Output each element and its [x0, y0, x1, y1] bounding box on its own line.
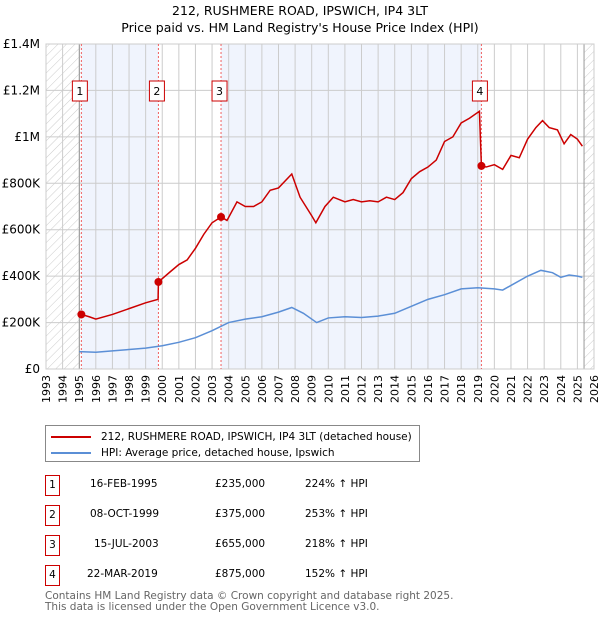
x-tick-label: 2023 [538, 375, 551, 403]
y-tick-label: £1.2M [3, 83, 40, 97]
y-tick-label: £600K [2, 223, 42, 237]
sale-date: 08-OCT-1999 [90, 508, 159, 520]
sale-point [154, 277, 163, 286]
footer-copyright: Contains HM Land Registry data © Crown c… [45, 590, 454, 602]
x-tick-label: 1999 [140, 375, 153, 403]
x-tick-label: 2001 [173, 375, 186, 403]
y-tick-label: £800K [2, 176, 42, 190]
y-tick-label: £200K [2, 316, 42, 330]
x-tick-label: 2025 [571, 375, 584, 403]
plot-frame [45, 43, 595, 370]
sale-number-badge: 1 [45, 475, 60, 496]
sale-label-number: 3 [216, 85, 223, 98]
x-tick-label: 2021 [505, 375, 518, 403]
x-tick-label: 2002 [189, 375, 202, 403]
sale-date: 16-FEB-1995 [90, 478, 158, 490]
x-tick-label: 2012 [356, 375, 369, 403]
x-tick-label: 2026 [588, 375, 600, 403]
x-tick-label: 2015 [405, 375, 418, 403]
post-data-hatch [584, 44, 594, 369]
x-tick-label: 2018 [455, 375, 468, 403]
x-tick-label: 1997 [106, 375, 119, 403]
sale-price: £375,000 [215, 508, 266, 520]
x-tick-label: 2000 [156, 375, 169, 403]
y-tick-label: £1.4M [3, 37, 40, 51]
sale-label-box [471, 80, 488, 102]
sale-point [477, 161, 486, 170]
price-chart: 1993 1994 1995 1996 1997 1998 1999 2000 2001 2002… [2, 37, 600, 403]
x-tick-label: 2010 [322, 375, 335, 403]
sale-hpi-change: 224% ↑ HPI [305, 478, 368, 490]
sale-point [217, 212, 226, 221]
sale-point [77, 310, 86, 319]
footer-licence: This data is licensed under the Open Gov… [45, 601, 380, 613]
x-tick-label: 2003 [206, 375, 219, 403]
shade-period-1 [81, 44, 159, 369]
x-tick-label: 2011 [339, 375, 352, 403]
sale-label-box [71, 80, 88, 102]
legend-item-property: 212, RUSHMERE ROAD, IPSWICH, IP4 3LT (de… [51, 431, 412, 443]
sale-date: 22-MAR-2019 [87, 568, 158, 580]
sale-number-badge: 3 [45, 535, 60, 556]
x-tick-label: 2009 [306, 375, 319, 403]
sale-number-badge: 4 [45, 565, 60, 586]
x-tick-label: 2008 [289, 375, 302, 403]
sale-label-number: 2 [153, 85, 160, 98]
y-tick-label: £1M [14, 130, 40, 144]
x-tick-label: 2020 [488, 375, 501, 403]
legend-label: HPI: Average price, detached house, Ipsw… [101, 447, 335, 459]
sale-price: £875,000 [215, 568, 266, 580]
y-tick-label: £400K [2, 269, 42, 283]
x-tick-label: 2017 [439, 375, 452, 403]
x-tick-label: 1995 [73, 375, 86, 403]
chart-subtitle: Price paid vs. HM Land Registry's House … [121, 20, 479, 35]
x-tick-label: 2016 [422, 375, 435, 403]
series-line [79, 269, 583, 354]
red-line-swatch [51, 436, 91, 438]
sale-label-number: 4 [476, 85, 483, 98]
x-tick-label: 2007 [272, 375, 285, 403]
x-tick-label: 2019 [472, 375, 485, 403]
sale-number-badge: 2 [45, 505, 60, 526]
x-tick-label: 2022 [522, 375, 535, 403]
blue-line-swatch [51, 452, 91, 454]
legend: 212, RUSHMERE ROAD, IPSWICH, IP4 3LT (de… [45, 425, 420, 462]
sale-price: £235,000 [215, 478, 266, 490]
sale-label-box [211, 80, 228, 102]
sale-price: £655,000 [215, 538, 266, 550]
x-tick-label: 2004 [223, 375, 236, 403]
x-tick-label: 1996 [90, 375, 103, 403]
x-tick-label: 1998 [123, 375, 136, 403]
x-tick-label: 2024 [555, 375, 568, 403]
series-line [81, 109, 583, 320]
shade-period-3 [221, 44, 482, 369]
sale-hpi-change: 152% ↑ HPI [305, 568, 368, 580]
x-tick-label: 2005 [239, 375, 252, 403]
legend-item-hpi: HPI: Average price, detached house, Ipsw… [51, 447, 335, 459]
sale-label-box [148, 80, 165, 102]
chart-title: 212, RUSHMERE ROAD, IPSWICH, IP4 3LT [172, 3, 428, 18]
x-tick-label: 2014 [389, 375, 402, 403]
legend-label: 212, RUSHMERE ROAD, IPSWICH, IP4 3LT (de… [101, 431, 412, 443]
y-tick-label: £0 [25, 362, 40, 376]
x-tick-label: 2006 [256, 375, 269, 403]
x-tick-label: 2013 [372, 375, 385, 403]
x-tick-label: 1993 [40, 375, 53, 403]
sale-date: 15-JUL-2003 [94, 538, 159, 550]
x-tick-label: 1994 [57, 375, 70, 403]
sale-hpi-change: 253% ↑ HPI [305, 508, 368, 520]
sale-hpi-change: 218% ↑ HPI [305, 538, 368, 550]
sale-label-number: 1 [76, 85, 83, 98]
